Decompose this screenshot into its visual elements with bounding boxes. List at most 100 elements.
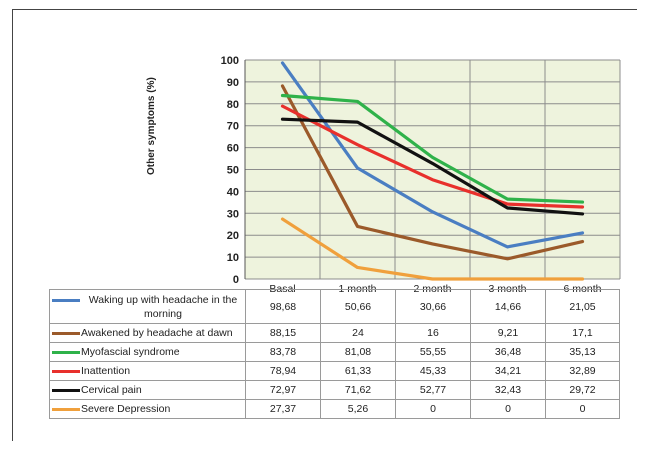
table-cell: 55,55 (395, 342, 471, 362)
y-tick-label: 90 (227, 77, 239, 89)
table-cell: 32,89 (545, 361, 620, 381)
table-cell: 35,13 (545, 342, 620, 362)
y-tick-label: 20 (227, 230, 239, 242)
legend-entry: Severe Depression (49, 399, 246, 419)
table-cell: 81,08 (320, 342, 396, 362)
table-cell: 29,72 (545, 380, 620, 400)
table-cell: 71,62 (320, 380, 396, 400)
data-point (356, 120, 359, 124)
data-point (581, 212, 584, 216)
series-name: Inattention (81, 365, 131, 378)
data-point (356, 225, 359, 228)
legend-entry: Awakened by headache at dawn (49, 323, 246, 343)
data-point (431, 156, 434, 159)
data-point (431, 242, 434, 246)
table-cell: 83,78 (245, 342, 321, 362)
table-row: Cervical pain 72,97 71,62 52,77 32,43 29,72 (49, 380, 620, 400)
table-cell: 45,33 (395, 361, 471, 381)
y-tick-label: 40 (227, 186, 239, 198)
legend-entry: Inattention (49, 361, 246, 381)
series-name: Cervical pain (81, 384, 142, 397)
data-point (431, 162, 434, 165)
data-point (581, 205, 584, 209)
data-point (506, 206, 509, 210)
series-name: Myofascial syndrome (81, 346, 180, 359)
data-table: Waking up with headache in the morning 98… (49, 289, 620, 419)
data-point (506, 277, 509, 281)
data-point (506, 245, 509, 249)
y-axis-label: Other symptoms (%) (146, 77, 157, 175)
y-tick-label: 0 (233, 274, 239, 286)
table-row: Inattention 78,94 61,33 45,33 34,21 32,89 (49, 361, 620, 381)
legend-swatch (52, 331, 80, 335)
table-row: Severe Depression 27,37 5,26 0 0 0 (49, 399, 620, 419)
y-tick-label: 10 (227, 252, 239, 264)
y-tick-label: 80 (227, 99, 239, 111)
y-tick-label: 50 (227, 165, 239, 177)
table-row: Waking up with headache in the morning 98… (49, 289, 620, 324)
data-point (356, 166, 359, 170)
table-cell: 0 (470, 399, 546, 419)
table-cell: 14,66 (470, 289, 546, 324)
series-name: Severe Depression (81, 403, 171, 416)
legend-entry: Cervical pain (49, 380, 246, 400)
data-point (281, 217, 284, 221)
y-tick-label: 30 (227, 208, 239, 220)
legend-swatch (52, 407, 80, 411)
y-tick-label: 70 (227, 121, 239, 133)
data-point (281, 117, 284, 121)
data-point (281, 61, 284, 65)
data-point (431, 277, 434, 281)
legend-swatch (52, 388, 80, 392)
table-cell: 72,97 (245, 380, 321, 400)
table-cell: 21,05 (545, 289, 620, 324)
data-point (356, 266, 359, 269)
figure-frame-top (12, 9, 637, 10)
table-cell: 24 (320, 323, 396, 343)
table-row: Awakened by headache at dawn 88,15 24 16 9,2… (49, 323, 620, 343)
data-point (506, 257, 509, 261)
table-cell: 27,37 (245, 399, 321, 419)
table-cell: 17,1 (545, 323, 620, 343)
data-point (356, 100, 359, 103)
legend-entry: Waking up with headache in the morning (49, 289, 246, 324)
y-tick-label: 100 (221, 55, 239, 67)
data-point (506, 197, 509, 201)
table-cell: 30,66 (395, 289, 471, 324)
table-cell: 88,15 (245, 323, 321, 343)
data-point (281, 84, 284, 88)
data-point (506, 202, 509, 206)
table-cell: 61,33 (320, 361, 396, 381)
data-point (581, 231, 584, 235)
table-cell: 98,68 (245, 289, 321, 324)
table-cell: 34,21 (470, 361, 546, 381)
table-cell: 50,66 (320, 289, 396, 324)
table-cell: 36,48 (470, 342, 546, 362)
y-tick-label: 60 (227, 143, 239, 155)
table-cell: 0 (545, 399, 620, 419)
table-cell: 9,21 (470, 323, 546, 343)
table-cell: 32,43 (470, 380, 546, 400)
data-point (581, 277, 584, 281)
legend-swatch (52, 298, 80, 302)
data-point (431, 178, 434, 181)
table-cell: 5,26 (320, 399, 396, 419)
table-cell: 52,77 (395, 380, 471, 400)
series-name: Awakened by headache at dawn (81, 327, 233, 340)
figure-frame-left (12, 9, 13, 441)
table-row: Myofascial syndrome 83,78 81,08 55,55 36,48 3… (49, 342, 620, 362)
legend-swatch (52, 350, 80, 354)
data-point (356, 143, 359, 146)
table-cell: 78,94 (245, 361, 321, 381)
data-point (281, 94, 284, 97)
table-cell: 0 (395, 399, 471, 419)
data-point (281, 104, 284, 108)
data-point (431, 210, 434, 214)
legend-entry: Myofascial syndrome (49, 342, 246, 362)
data-point (581, 200, 584, 204)
data-point (581, 240, 584, 243)
legend-swatch (52, 369, 80, 373)
table-cell: 16 (395, 323, 471, 343)
series-name: Waking up with headache in the morning (88, 293, 238, 320)
